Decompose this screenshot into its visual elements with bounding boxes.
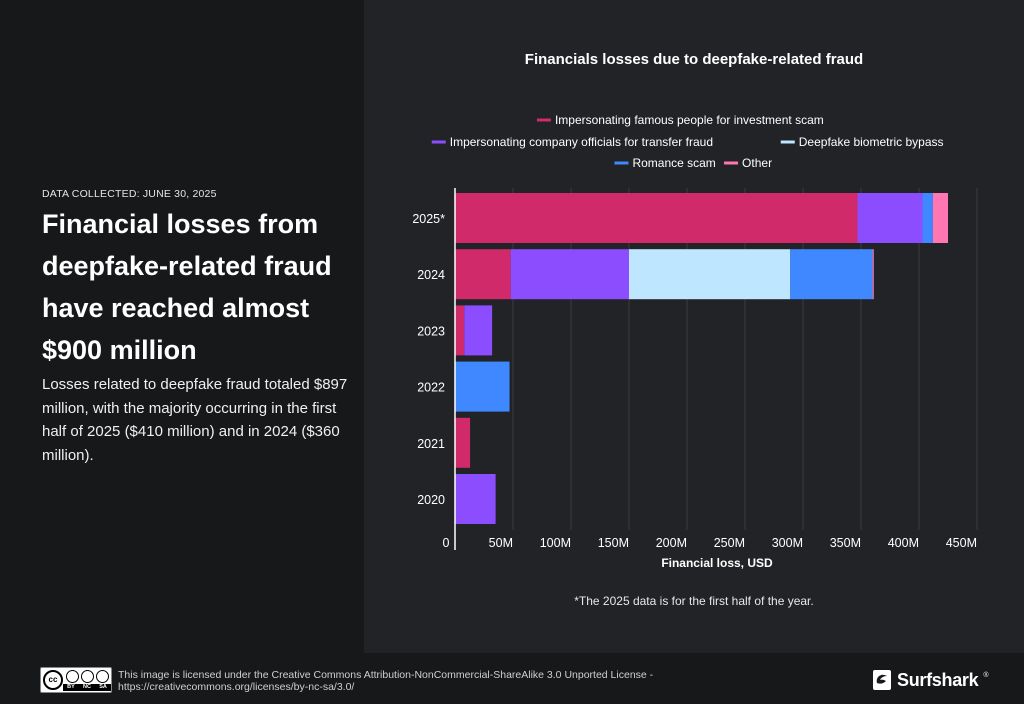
chart-bars <box>455 193 948 524</box>
bar-segment <box>629 249 791 300</box>
legend-label: Deepfake biometric bypass <box>799 135 944 149</box>
x-tick-label: 0 <box>443 536 450 550</box>
bar-segment <box>455 305 465 356</box>
bar-segment <box>455 474 496 524</box>
legend-label: Other <box>742 156 772 170</box>
headline: Financial losses from deepfake-related f… <box>42 209 332 365</box>
x-tick-label: 400M <box>888 536 919 550</box>
chart-title: Financials losses due to deepfake-relate… <box>525 51 863 68</box>
y-axis-labels: 2025* 2024 2023 2022 2021 2020 <box>412 212 445 507</box>
legend-swatch <box>431 140 446 144</box>
cc-by-label: BY <box>67 684 75 690</box>
y-tick-label: 2025* <box>412 212 445 226</box>
bar-segment <box>464 305 493 356</box>
cc-icon: cc <box>43 670 63 690</box>
bar-segment <box>922 193 933 243</box>
by-icon <box>66 670 79 683</box>
left-panel <box>0 0 364 653</box>
summary-text: Losses related to deepfake fraud totaled… <box>42 376 348 464</box>
bar-segment <box>872 249 874 300</box>
legend-swatch <box>536 118 551 122</box>
x-axis-labels: 0 50M 100M 150M 200M 250M 300M 350M 400M 450M <box>443 536 977 550</box>
y-tick-label: 2021 <box>417 437 445 451</box>
legend-label: Impersonating company officials for tran… <box>450 135 713 149</box>
legend-label: Impersonating famous people for investme… <box>555 113 824 127</box>
bar-segment <box>510 249 629 300</box>
brand-registered: ® <box>983 672 989 679</box>
chart-footnote: *The 2025 data is for the first half of … <box>574 594 813 608</box>
y-tick-label: 2024 <box>417 268 445 282</box>
bar-segment <box>455 361 510 412</box>
bar-segment <box>455 417 471 468</box>
x-tick-label: 350M <box>830 536 861 550</box>
cc-nc-label: NC <box>83 684 91 690</box>
bar-segment <box>932 193 948 243</box>
surfshark-icon <box>873 670 891 690</box>
data-collected-label: DATA COLLECTED: JUNE 30, 2025 <box>42 188 217 200</box>
x-tick-label: 100M <box>540 536 571 550</box>
stacked-bar-chart: Financials losses due to deepfake-relate… <box>412 51 978 608</box>
legend-swatch <box>780 140 795 144</box>
legend-swatch <box>724 161 739 165</box>
x-tick-label: 300M <box>772 536 803 550</box>
x-tick-label: 50M <box>489 536 513 550</box>
chart-grid <box>512 188 978 530</box>
x-tick-label: 250M <box>714 536 745 550</box>
footer <box>0 653 1024 704</box>
bar-segment <box>455 193 858 243</box>
x-axis-title: Financial loss, USD <box>661 556 773 570</box>
legend-label: Romance scam <box>632 156 715 170</box>
bar-segment <box>857 193 923 243</box>
x-tick-label: 150M <box>598 536 629 550</box>
license-text: This image is licensed under the Creativ… <box>118 669 654 693</box>
legend-swatch <box>614 161 629 165</box>
bar-segment <box>455 249 511 300</box>
brand-name: Surfshark <box>897 669 979 690</box>
sa-icon <box>96 670 109 683</box>
y-tick-label: 2022 <box>417 381 445 395</box>
surfshark-logo: Surfshark ® <box>872 667 989 693</box>
y-tick-label: 2023 <box>417 324 445 338</box>
x-tick-label: 200M <box>656 536 687 550</box>
bar-segment <box>790 249 873 300</box>
cc-sa-label: SA <box>99 684 107 690</box>
chart-legend: Impersonating famous people for investme… <box>431 113 944 170</box>
creative-commons-badge: cc BY NC SA <box>40 667 112 693</box>
nc-icon <box>81 670 94 683</box>
y-tick-label: 2020 <box>417 493 445 507</box>
x-tick-label: 450M <box>946 536 977 550</box>
